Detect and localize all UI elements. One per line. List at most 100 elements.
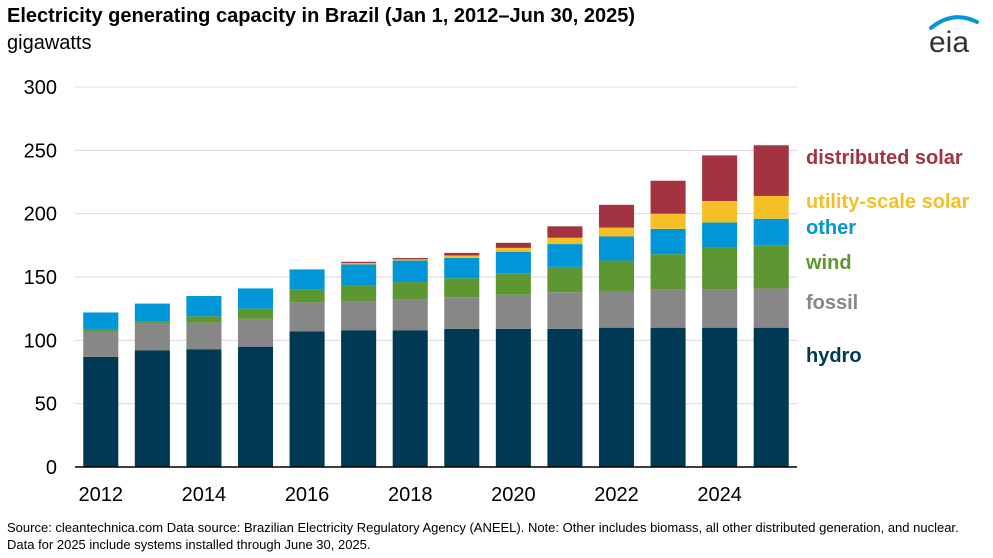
- bar-hydro-2018: [392, 330, 428, 467]
- bars: [83, 145, 789, 467]
- x-tick-label-2012: 2012: [79, 484, 124, 506]
- bar-distributed-solar-2022: [598, 204, 635, 228]
- eia-logo-text: eia: [929, 26, 969, 56]
- bar-wind-2016: [289, 289, 325, 303]
- bar-hydro-2021: [547, 328, 583, 467]
- x-tick-label-2024: 2024: [697, 484, 742, 506]
- bar-utility-scale-solar-2025: [753, 195, 789, 219]
- y-tick-label-50: 50: [35, 394, 57, 416]
- bar-utility-scale-solar-2018: [392, 259, 428, 261]
- bar-other-2013: [134, 303, 170, 322]
- bar-fossil-2025: [753, 288, 789, 328]
- chart-title: Electricity generating capacity in Brazi…: [7, 5, 636, 27]
- x-tick-label-2022: 2022: [594, 484, 639, 506]
- bar-wind-2023: [650, 254, 686, 290]
- bar-utility-scale-solar-2017: [341, 263, 377, 265]
- bar-fossil-2013: [134, 323, 170, 351]
- x-tick-label-2014: 2014: [182, 484, 227, 506]
- bar-utility-scale-solar-2021: [547, 237, 583, 245]
- source-note: Source: cleantechnica.com Data source: B…: [7, 520, 959, 552]
- y-axis-ticks: 0 50 100 150 200 250 300: [24, 77, 57, 479]
- bar-distributed-solar-2025: [753, 145, 789, 196]
- bar-hydro-2023: [650, 327, 686, 467]
- x-tick-label-2020: 2020: [491, 484, 536, 506]
- bar-wind-2020: [495, 273, 531, 295]
- bar-distributed-solar-2021: [547, 226, 583, 238]
- bar-fossil-2024: [702, 289, 738, 328]
- bar-fossil-2017: [341, 301, 377, 331]
- bar-fossil-2020: [495, 294, 531, 329]
- bar-other-2014: [186, 296, 222, 317]
- bar-distributed-solar-2018: [392, 258, 428, 260]
- bar-other-2017: [341, 264, 377, 286]
- bar-fossil-2023: [650, 289, 686, 328]
- bar-other-2016: [289, 269, 325, 290]
- bar-other-2018: [392, 260, 428, 283]
- bar-wind-2015: [237, 308, 274, 319]
- y-tick-label-250: 250: [24, 140, 57, 162]
- bar-hydro-2022: [598, 327, 635, 467]
- legend-utility-scale-solar: utility-scale solar: [806, 191, 970, 213]
- bar-utility-scale-solar-2024: [702, 201, 738, 223]
- x-axis-ticks: 2012 2014 2016 2018 2020 2022 2024: [79, 484, 742, 506]
- y-tick-label-300: 300: [24, 77, 57, 99]
- bar-fossil-2022: [598, 290, 635, 328]
- bar-hydro-2025: [753, 327, 789, 467]
- bar-hydro-2016: [289, 331, 325, 467]
- legend-hydro: hydro: [806, 345, 862, 367]
- legend-wind: wind: [805, 252, 852, 274]
- y-tick-label-200: 200: [24, 204, 57, 226]
- bar-distributed-solar-2023: [650, 180, 686, 214]
- bar-wind-2021: [547, 266, 583, 293]
- bar-wind-2025: [753, 245, 789, 289]
- eia-logo: eia: [929, 15, 979, 56]
- bar-other-2012: [83, 312, 119, 329]
- bar-other-2020: [495, 251, 531, 274]
- chart-subtitle: gigawatts: [7, 32, 92, 54]
- bar-hydro-2020: [495, 328, 531, 467]
- y-tick-label-0: 0: [46, 457, 57, 479]
- bar-other-2024: [702, 222, 738, 248]
- bar-distributed-solar-2019: [444, 252, 480, 256]
- bar-hydro-2015: [237, 346, 274, 467]
- bar-hydro-2019: [444, 328, 480, 467]
- bar-utility-scale-solar-2023: [650, 213, 686, 229]
- bar-fossil-2016: [289, 302, 325, 332]
- legend-other: other: [806, 217, 856, 239]
- bar-fossil-2015: [237, 318, 274, 347]
- bar-wind-2013: [134, 321, 170, 324]
- bar-utility-scale-solar-2019: [444, 255, 480, 258]
- bar-fossil-2019: [444, 297, 480, 329]
- bar-wind-2019: [444, 278, 480, 298]
- legend-fossil: fossil: [806, 292, 858, 314]
- bar-wind-2017: [341, 285, 377, 302]
- bar-other-2025: [753, 218, 789, 246]
- bar-fossil-2018: [392, 299, 428, 331]
- bar-fossil-2014: [186, 322, 222, 350]
- bar-distributed-solar-2017: [341, 261, 377, 264]
- bar-wind-2012: [83, 328, 119, 332]
- bar-wind-2018: [392, 282, 428, 300]
- bar-wind-2022: [598, 260, 635, 291]
- bar-wind-2024: [702, 247, 738, 290]
- bar-hydro-2013: [134, 350, 170, 467]
- y-tick-label-150: 150: [24, 267, 57, 289]
- bar-fossil-2021: [547, 292, 583, 329]
- bar-other-2019: [444, 258, 480, 279]
- y-tick-label-100: 100: [24, 330, 57, 352]
- bar-wind-2014: [186, 316, 222, 323]
- bar-other-2023: [650, 228, 686, 255]
- bar-distributed-solar-2024: [702, 155, 738, 201]
- bar-utility-scale-solar-2020: [495, 247, 531, 252]
- legend: hydro fossil wind other utility-scale solar d…: [805, 147, 970, 367]
- bar-other-2022: [598, 236, 635, 261]
- bar-hydro-2017: [341, 330, 377, 467]
- bar-other-2021: [547, 244, 583, 267]
- bar-hydro-2012: [83, 356, 119, 467]
- x-tick-label-2016: 2016: [285, 484, 330, 506]
- legend-distributed-solar: distributed solar: [806, 147, 963, 169]
- bar-hydro-2014: [186, 349, 222, 467]
- bar-fossil-2012: [83, 331, 119, 357]
- bar-distributed-solar-2020: [495, 242, 531, 248]
